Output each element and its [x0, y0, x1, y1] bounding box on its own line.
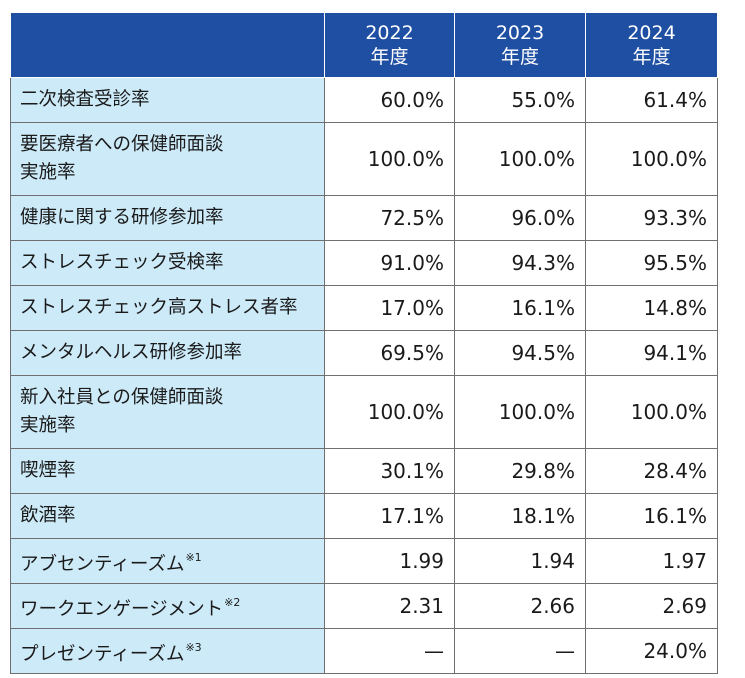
value-cell: 1.94 [454, 538, 586, 584]
value-cell: 100.0% [454, 375, 586, 449]
table-row: 健康に関する研修参加率 72.5% 96.0% 93.3% [10, 195, 718, 241]
value-cell: 100.0% [585, 122, 718, 196]
value-cell: 94.5% [454, 330, 586, 376]
header-year-2023: 2023 年度 [454, 12, 586, 78]
row-label: 健康に関する研修参加率 [10, 195, 325, 241]
value-cell: 60.0% [324, 77, 455, 123]
row-label: プレゼンティーズム※3 [10, 628, 325, 674]
table-row: 喫煙率 30.1% 29.8% 28.4% [10, 448, 718, 494]
year-label: 2022 [365, 22, 414, 44]
value-cell: 14.8% [585, 285, 718, 331]
row-label: 喫煙率 [10, 448, 325, 494]
table-row: ワークエンゲージメント※2 2.31 2.66 2.69 [10, 583, 718, 629]
header-corner-cell [10, 12, 325, 78]
value-cell: — [454, 628, 586, 674]
table-row: アブセンティーズム※1 1.99 1.94 1.97 [10, 538, 718, 584]
header-year-2022: 2022 年度 [324, 12, 455, 78]
row-label: 新入社員との保健師面談 実施率 [10, 375, 325, 449]
row-label: メンタルヘルス研修参加率 [10, 330, 325, 376]
table-row: 要医療者への保健師面談 実施率 100.0% 100.0% 100.0% [10, 122, 718, 196]
value-cell: 16.1% [585, 493, 718, 539]
value-cell: 96.0% [454, 195, 586, 241]
value-cell: 2.69 [585, 583, 718, 629]
value-cell: 1.99 [324, 538, 455, 584]
value-cell: 91.0% [324, 240, 455, 286]
row-label: ワークエンゲージメント※2 [10, 583, 325, 629]
value-cell: 94.1% [585, 330, 718, 376]
value-cell: 93.3% [585, 195, 718, 241]
row-label: ストレスチェック高ストレス者率 [10, 285, 325, 331]
value-cell: 100.0% [454, 122, 586, 196]
value-cell: 61.4% [585, 77, 718, 123]
row-label-text: ワークエンゲージメント [20, 598, 224, 620]
table-row: ストレスチェック受検率 91.0% 94.3% 95.5% [10, 240, 718, 286]
value-cell: 24.0% [585, 628, 718, 674]
value-cell: 55.0% [454, 77, 586, 123]
row-label-text: アブセンティーズム [20, 553, 185, 575]
table-row: 新入社員との保健師面談 実施率 100.0% 100.0% 100.0% [10, 375, 718, 449]
value-cell: 95.5% [585, 240, 718, 286]
year-unit: 年度 [632, 46, 671, 68]
table-row: 二次検査受診率 60.0% 55.0% 61.4% [10, 77, 718, 123]
value-cell: 17.1% [324, 493, 455, 539]
row-label: 二次検査受診率 [10, 77, 325, 123]
value-cell: 17.0% [324, 285, 455, 331]
table-row: プレゼンティーズム※3 — — 24.0% [10, 628, 718, 674]
value-cell: 16.1% [454, 285, 586, 331]
value-cell: — [324, 628, 455, 674]
table-row: 飲酒率 17.1% 18.1% 16.1% [10, 493, 718, 539]
health-metrics-table: 2022 年度 2023 年度 2024 年度 二次検査受診率 60.0% 55… [10, 12, 718, 674]
footnote-marker: ※2 [224, 595, 241, 609]
header-year-2024: 2024 年度 [585, 12, 718, 78]
value-cell: 100.0% [324, 122, 455, 196]
row-label-line: 新入社員との保健師面談 [20, 387, 224, 408]
value-cell: 72.5% [324, 195, 455, 241]
table-row: ストレスチェック高ストレス者率 17.0% 16.1% 14.8% [10, 285, 718, 331]
row-label-line: 実施率 [20, 415, 76, 436]
value-cell: 69.5% [324, 330, 455, 376]
value-cell: 30.1% [324, 448, 455, 494]
row-label-line: 実施率 [20, 162, 76, 183]
row-label: 要医療者への保健師面談 実施率 [10, 122, 325, 196]
value-cell: 2.31 [324, 583, 455, 629]
value-cell: 28.4% [585, 448, 718, 494]
year-unit: 年度 [370, 46, 409, 68]
value-cell: 100.0% [585, 375, 718, 449]
header-row: 2022 年度 2023 年度 2024 年度 [10, 12, 718, 78]
year-label: 2024 [627, 22, 676, 44]
value-cell: 18.1% [454, 493, 586, 539]
footnote-marker: ※3 [185, 640, 202, 654]
row-label: ストレスチェック受検率 [10, 240, 325, 286]
value-cell: 100.0% [324, 375, 455, 449]
row-label-line: 要医療者への保健師面談 [20, 134, 224, 155]
row-label: アブセンティーズム※1 [10, 538, 325, 584]
year-unit: 年度 [500, 46, 539, 68]
value-cell: 2.66 [454, 583, 586, 629]
row-label-text: プレゼンティーズム [20, 643, 185, 665]
value-cell: 1.97 [585, 538, 718, 584]
year-label: 2023 [495, 22, 545, 44]
value-cell: 29.8% [454, 448, 586, 494]
value-cell: 94.3% [454, 240, 586, 286]
footnote-marker: ※1 [185, 550, 202, 564]
row-label: 飲酒率 [10, 493, 325, 539]
table-row: メンタルヘルス研修参加率 69.5% 94.5% 94.1% [10, 330, 718, 376]
